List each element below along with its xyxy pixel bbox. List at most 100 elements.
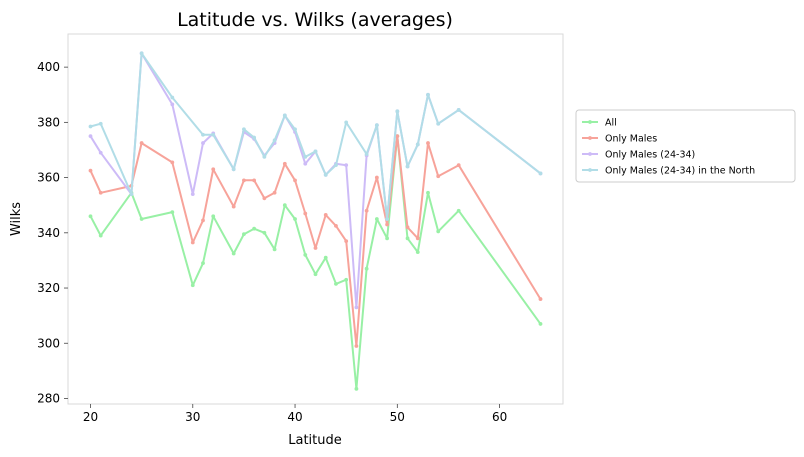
data-point: [313, 149, 318, 154]
data-point: [231, 167, 236, 172]
data-point: [272, 190, 277, 195]
data-point: [252, 178, 257, 183]
series-lines: [88, 51, 543, 391]
data-point: [538, 171, 543, 176]
data-point: [201, 218, 205, 223]
y-tick-label: 340: [37, 226, 60, 240]
data-point: [334, 163, 338, 168]
series-3: [88, 51, 543, 221]
y-tick-label: 400: [37, 60, 60, 74]
x-tick-label: 30: [185, 410, 200, 424]
data-point: [426, 92, 430, 97]
data-point: [436, 121, 441, 126]
data-point: [405, 225, 410, 230]
data-point: [88, 168, 93, 173]
data-point: [252, 226, 257, 231]
series-0: [88, 134, 543, 391]
data-point: [170, 102, 175, 107]
data-point: [211, 167, 216, 172]
data-point: [88, 214, 93, 219]
legend-label: All: [605, 118, 617, 129]
data-point: [98, 121, 103, 126]
data-point: [436, 174, 441, 179]
data-point: [456, 108, 461, 112]
data-point: [293, 178, 297, 183]
data-point: [385, 236, 389, 241]
data-point: [242, 178, 246, 183]
data-point: [293, 127, 297, 132]
data-point: [201, 261, 205, 266]
legend-entry: All: [582, 118, 617, 129]
legend-entry: Only Males (24-34) in the North: [582, 166, 755, 177]
y-tick-label: 300: [37, 336, 60, 350]
data-point: [262, 196, 267, 201]
y-tick-label: 280: [37, 391, 60, 405]
data-point: [354, 305, 359, 310]
data-point: [262, 154, 267, 159]
data-point: [201, 132, 205, 137]
data-point: [323, 255, 328, 260]
data-point: [211, 214, 216, 219]
legend-marker: [588, 152, 592, 156]
data-point: [170, 160, 175, 165]
data-point: [98, 233, 103, 238]
legend: All Only Males Only Males (24-34) Only Male…: [575, 109, 796, 183]
y-tick-label: 320: [37, 281, 60, 295]
legend-marker: [588, 168, 592, 172]
data-point: [364, 152, 369, 157]
data-point: [242, 232, 246, 237]
data-point: [303, 161, 308, 166]
data-point: [385, 217, 389, 221]
data-point: [282, 113, 287, 118]
data-point: [190, 283, 195, 288]
data-point: [252, 135, 257, 140]
data-point: [436, 229, 441, 234]
data-point: [170, 210, 175, 214]
data-point: [395, 109, 400, 114]
legend-label: Only Males (24-34): [605, 150, 695, 161]
data-point: [303, 252, 308, 257]
data-point: [344, 277, 349, 282]
data-point: [170, 95, 175, 100]
data-point: [364, 266, 369, 271]
data-point: [456, 208, 461, 213]
data-point: [88, 134, 93, 139]
data-point: [374, 217, 379, 221]
data-point: [98, 150, 103, 155]
plot-frame: [67, 33, 564, 405]
x-axis-label: Latitude: [288, 433, 342, 448]
data-point: [88, 124, 93, 129]
data-point: [139, 217, 144, 221]
data-point: [538, 297, 543, 301]
x-tick-label: 60: [492, 410, 507, 424]
data-point: [262, 230, 267, 235]
data-point: [231, 204, 236, 209]
data-point: [405, 164, 410, 169]
data-point: [293, 217, 297, 221]
data-point: [190, 192, 195, 197]
data-point: [313, 246, 318, 250]
legend-frame: [575, 109, 796, 183]
data-point: [272, 138, 277, 143]
data-point: [374, 123, 379, 128]
data-point: [385, 222, 389, 227]
data-point: [211, 132, 216, 137]
data-point: [272, 247, 277, 252]
x-tick-label: 40: [287, 410, 302, 424]
series-1: [88, 134, 543, 348]
legend-marker: [588, 120, 592, 124]
data-point: [456, 163, 461, 168]
data-point: [364, 208, 369, 213]
data-point: [415, 250, 420, 255]
data-point: [323, 172, 328, 177]
data-point: [139, 141, 144, 145]
data-point: [282, 161, 287, 166]
data-point: [98, 190, 103, 195]
data-point: [344, 239, 349, 243]
data-point: [201, 141, 205, 145]
data-point: [344, 163, 349, 168]
data-point: [303, 211, 308, 216]
data-point: [415, 142, 420, 147]
data-point: [313, 272, 318, 277]
